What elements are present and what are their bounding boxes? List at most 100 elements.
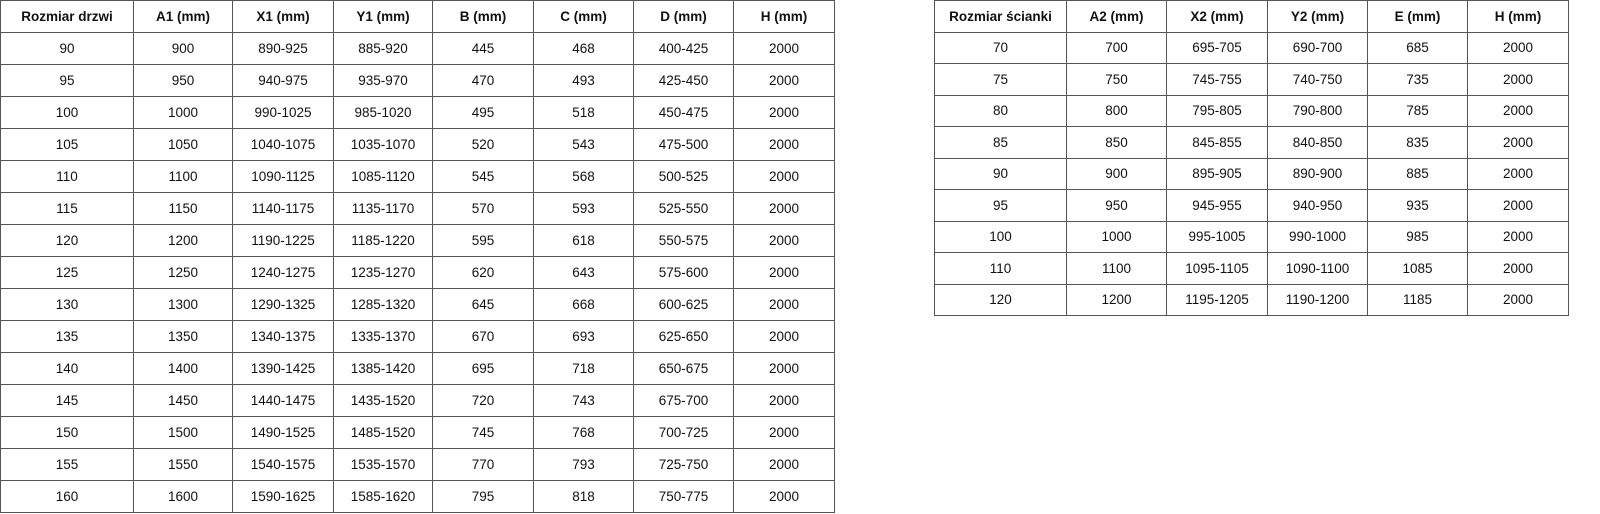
table-cell: 768 — [533, 416, 634, 449]
table-cell: 695-705 — [1166, 31, 1268, 64]
table-cell: 518 — [533, 96, 634, 129]
table-cell: 2000 — [733, 480, 835, 513]
table-cell: 550-575 — [633, 224, 734, 257]
table-cell: 85 — [934, 126, 1067, 159]
table-cell: 1500 — [133, 416, 233, 449]
table-cell: 1200 — [133, 224, 233, 257]
table-row: 105 1050 1040-1075 1035-1070 520 543 475-500 20… — [0, 128, 835, 161]
table-row: 70 700 695-705 690-700 685 2000 — [934, 31, 1569, 64]
table-cell: 525-550 — [633, 192, 734, 225]
table-cell: 155 — [0, 448, 134, 481]
table-row: 115 1150 1140-1175 1135-1170 570 593 525-550 20… — [0, 192, 835, 225]
table-cell: 770 — [432, 448, 534, 481]
table-cell: 2000 — [733, 320, 835, 353]
table-cell: 850 — [1066, 126, 1167, 159]
column-header: Rozmiar ścianki — [934, 0, 1067, 33]
table-cell: 1490-1525 — [232, 416, 334, 449]
table-cell: 140 — [0, 352, 134, 385]
table-cell: 643 — [533, 256, 634, 289]
table-cell: 2000 — [733, 224, 835, 257]
table-cell: 160 — [0, 480, 134, 513]
table-cell: 990-1025 — [232, 96, 334, 129]
table-cell: 1095-1105 — [1166, 252, 1268, 285]
table-row: 100 1000 990-1025 985-1020 495 518 450-475 2000 — [0, 96, 835, 129]
table-cell: 75 — [934, 63, 1067, 96]
column-header: Rozmiar drzwi — [0, 0, 134, 33]
table-cell: 95 — [0, 64, 134, 97]
column-header: E (mm) — [1367, 0, 1468, 33]
table-cell: 725-750 — [633, 448, 734, 481]
table-cell: 1300 — [133, 288, 233, 321]
table-cell: 120 — [0, 224, 134, 257]
table-cell: 1240-1275 — [232, 256, 334, 289]
table-cell: 1185 — [1367, 283, 1468, 316]
table-cell: 895-905 — [1166, 157, 1268, 190]
table-cell: 990-1000 — [1267, 220, 1368, 253]
table-cell: 985 — [1367, 220, 1468, 253]
table-cell: 1535-1570 — [333, 448, 433, 481]
door-size-table: Rozmiar drzwi A1 (mm) X1 (mm) Y1 (mm) B (mm)… — [0, 0, 835, 513]
table-cell: 1590-1625 — [232, 480, 334, 513]
table-cell: 745-755 — [1166, 63, 1268, 96]
table-cell: 125 — [0, 256, 134, 289]
table-cell: 840-850 — [1267, 126, 1368, 159]
table-cell: 445 — [432, 32, 534, 65]
table-cell: 1190-1225 — [232, 224, 334, 257]
table-row: 130 1300 1290-1325 1285-1320 645 668 600-625 20… — [0, 288, 835, 321]
table-row: 90 900 895-905 890-900 885 2000 — [934, 157, 1569, 190]
table-cell: 70 — [934, 31, 1067, 64]
table-row: 135 1350 1340-1375 1335-1370 670 693 625-650 20… — [0, 320, 835, 353]
table-cell: 695 — [432, 352, 534, 385]
table-cell: 1600 — [133, 480, 233, 513]
table-row: 160 1600 1590-1625 1585-1620 795 818 750-775 20… — [0, 480, 835, 513]
column-header: H (mm) — [733, 0, 835, 33]
table-cell: 1400 — [133, 352, 233, 385]
table-row: 150 1500 1490-1525 1485-1520 745 768 700-725 20… — [0, 416, 835, 449]
table-row: 125 1250 1240-1275 1235-1270 620 643 575-600 20… — [0, 256, 835, 289]
table-cell: 1440-1475 — [232, 384, 334, 417]
table-cell: 568 — [533, 160, 634, 193]
table-cell: 885 — [1367, 157, 1468, 190]
table-cell: 135 — [0, 320, 134, 353]
table-row: 155 1550 1540-1575 1535-1570 770 793 725-750 20… — [0, 448, 835, 481]
table-row: 95 950 945-955 940-950 935 2000 — [934, 189, 1569, 222]
table-cell: 700-725 — [633, 416, 734, 449]
table-cell: 150 — [0, 416, 134, 449]
table-cell: 1540-1575 — [232, 448, 334, 481]
table-cell: 2000 — [733, 160, 835, 193]
table-cell: 1390-1425 — [232, 352, 334, 385]
table-cell: 745 — [432, 416, 534, 449]
table-cell: 800 — [1066, 94, 1167, 127]
table-cell: 450-475 — [633, 96, 734, 129]
column-header: X1 (mm) — [232, 0, 334, 33]
table-row: 110 1100 1090-1125 1085-1120 545 568 500-525 20… — [0, 160, 835, 193]
table-cell: 2000 — [733, 256, 835, 289]
table-cell: 950 — [1066, 189, 1167, 222]
table-cell: 995-1005 — [1166, 220, 1268, 253]
table-cell: 685 — [1367, 31, 1468, 64]
table-cell: 2000 — [1467, 157, 1569, 190]
column-header: C (mm) — [533, 0, 634, 33]
table-cell: 1335-1370 — [333, 320, 433, 353]
table-cell: 675-700 — [633, 384, 734, 417]
table-cell: 835 — [1367, 126, 1468, 159]
table-cell: 2000 — [1467, 283, 1569, 316]
table-cell: 1135-1170 — [333, 192, 433, 225]
table-cell: 1235-1270 — [333, 256, 433, 289]
table-cell: 1150 — [133, 192, 233, 225]
table-cell: 2000 — [733, 192, 835, 225]
table-cell: 795-805 — [1166, 94, 1268, 127]
header-row: Rozmiar drzwi A1 (mm) X1 (mm) Y1 (mm) B (mm)… — [0, 0, 835, 33]
table-cell: 100 — [0, 96, 134, 129]
column-header: Y1 (mm) — [333, 0, 433, 33]
table-cell: 795 — [432, 480, 534, 513]
table-cell: 785 — [1367, 94, 1468, 127]
table-cell: 2000 — [733, 96, 835, 129]
table-cell: 935-970 — [333, 64, 433, 97]
table-cell: 1585-1620 — [333, 480, 433, 513]
table-cell: 593 — [533, 192, 634, 225]
table-cell: 645 — [432, 288, 534, 321]
table-row: 100 1000 995-1005 990-1000 985 2000 — [934, 220, 1569, 253]
column-header: H (mm) — [1467, 0, 1569, 33]
table-cell: 110 — [0, 160, 134, 193]
